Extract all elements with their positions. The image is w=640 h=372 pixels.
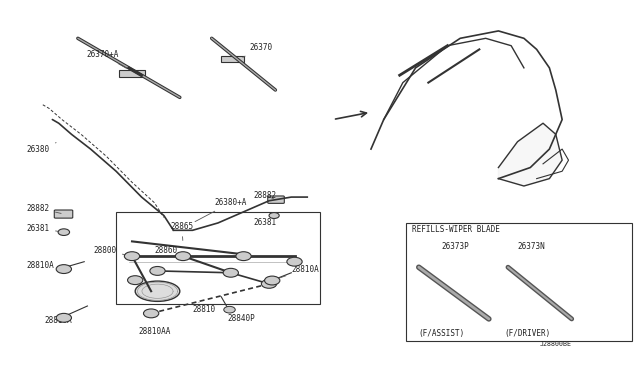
Circle shape (124, 252, 140, 260)
Circle shape (264, 276, 280, 285)
Text: 28810A: 28810A (27, 261, 61, 270)
Text: 26381: 26381 (27, 224, 61, 233)
Circle shape (56, 313, 72, 322)
Circle shape (175, 252, 191, 260)
Text: 28882: 28882 (253, 191, 276, 200)
Circle shape (287, 257, 302, 266)
Text: 28840P: 28840P (228, 310, 255, 323)
FancyBboxPatch shape (54, 210, 73, 218)
Circle shape (150, 266, 165, 275)
Text: 26373P: 26373P (441, 242, 469, 251)
Text: 28810: 28810 (193, 302, 216, 314)
Text: J28800BE: J28800BE (540, 340, 572, 346)
Circle shape (58, 229, 70, 235)
Text: 26373N: 26373N (518, 242, 545, 251)
Bar (119, 70, 145, 77)
Circle shape (261, 279, 276, 288)
Bar (406, 223, 632, 341)
Circle shape (143, 309, 159, 318)
Text: 28860: 28860 (154, 246, 183, 256)
Text: 26370+A: 26370+A (87, 51, 127, 68)
FancyBboxPatch shape (268, 196, 284, 203)
Bar (221, 56, 244, 62)
Text: 28810A: 28810A (45, 315, 72, 325)
Text: 26380: 26380 (27, 142, 56, 154)
Text: 26370: 26370 (243, 43, 273, 57)
Text: 26381: 26381 (253, 215, 276, 227)
Circle shape (56, 264, 72, 273)
Polygon shape (499, 123, 562, 186)
Text: 28810AA: 28810AA (138, 327, 170, 336)
Circle shape (236, 252, 251, 260)
Text: 26380+A: 26380+A (195, 198, 247, 222)
Text: 28810A: 28810A (275, 264, 319, 280)
Text: 28865: 28865 (170, 222, 193, 240)
Text: 28882: 28882 (27, 203, 61, 214)
Text: 28800: 28800 (94, 246, 129, 256)
Circle shape (269, 212, 279, 218)
Circle shape (127, 276, 143, 285)
Text: (F/ASSIST): (F/ASSIST) (419, 328, 465, 337)
Circle shape (223, 268, 239, 277)
Text: REFILLS-WIPER BLADE: REFILLS-WIPER BLADE (412, 225, 500, 234)
Ellipse shape (135, 281, 180, 301)
Text: (F/DRIVER): (F/DRIVER) (505, 328, 551, 337)
Circle shape (224, 307, 236, 313)
Bar (116, 212, 320, 304)
